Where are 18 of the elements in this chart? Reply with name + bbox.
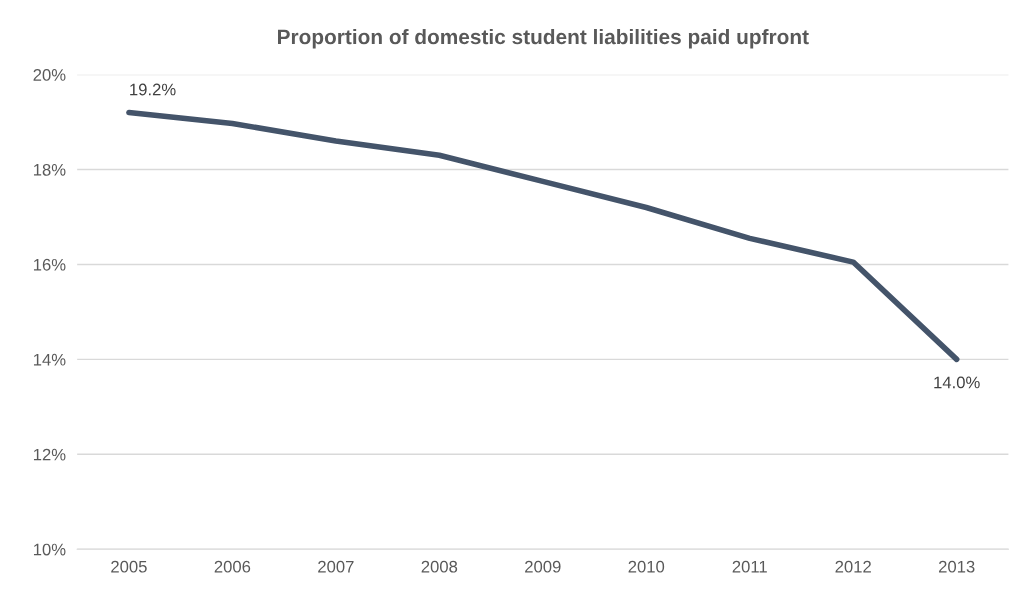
x-tick-label: 2009 <box>525 560 561 573</box>
y-tick-label: 12% <box>33 448 66 461</box>
x-tick-label: 2006 <box>214 560 251 573</box>
x-tick-label: 2012 <box>835 560 871 573</box>
y-tick-label: 10% <box>33 543 66 556</box>
x-tick-label: 2008 <box>421 560 458 573</box>
x-tick-label: 2007 <box>318 560 354 573</box>
chart-title: Proportion of domestic student liabilities paid upfront <box>278 28 809 49</box>
y-tick-label: 18% <box>33 163 66 176</box>
data-label: 19.2% <box>130 83 176 96</box>
x-tick-label: 2013 <box>938 560 975 573</box>
data-label: 14.0% <box>934 376 980 389</box>
y-tick-label: 16% <box>33 258 66 271</box>
x-tick-label: 2005 <box>111 560 147 573</box>
x-tick-label: 2010 <box>628 560 665 573</box>
y-tick-label: 20% <box>33 69 66 81</box>
x-tick-label: 2011 <box>732 560 767 573</box>
y-tick-label: 14% <box>33 353 66 366</box>
